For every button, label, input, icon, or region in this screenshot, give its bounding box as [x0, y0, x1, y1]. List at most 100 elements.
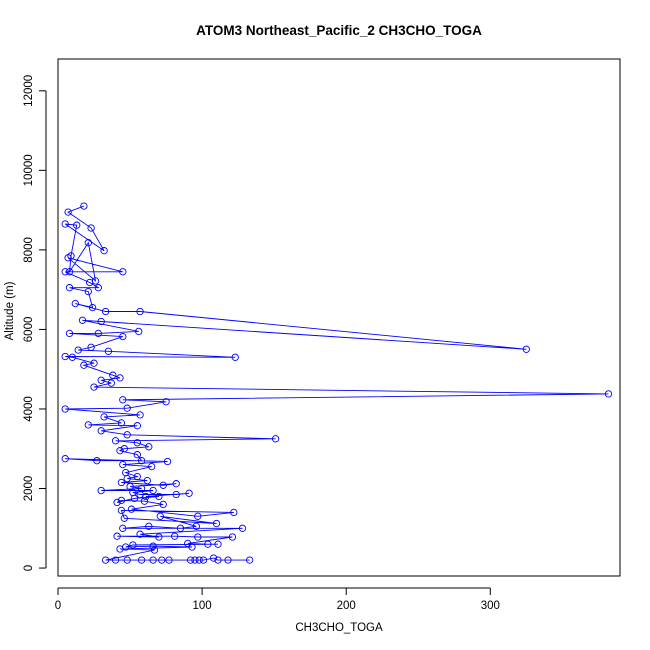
data-point — [116, 447, 124, 455]
plot-frame — [57, 58, 621, 577]
x-axis-label: CH3CHO_TOGA — [295, 622, 383, 634]
data-point — [143, 476, 151, 485]
data-point — [61, 268, 69, 276]
data-point — [80, 361, 88, 369]
data-point — [61, 352, 69, 361]
data-point — [84, 287, 92, 296]
data-point — [148, 462, 156, 471]
data-point — [155, 492, 163, 501]
data-point — [136, 530, 144, 538]
data-point — [204, 540, 212, 548]
data-point — [230, 508, 238, 517]
data-point — [136, 307, 144, 316]
data-point — [65, 284, 74, 292]
data-point — [117, 478, 126, 487]
data-point — [94, 284, 102, 292]
data-point — [101, 307, 110, 316]
data-point — [188, 543, 196, 551]
data-point — [271, 435, 280, 443]
data-point — [209, 554, 218, 562]
data-point — [68, 353, 77, 361]
data-point — [100, 247, 108, 255]
x-tick-label: 300 — [481, 600, 500, 612]
data-point — [97, 317, 105, 326]
data-point — [119, 332, 127, 341]
data-point — [61, 405, 69, 413]
y-tick-label: 12000 — [23, 75, 35, 107]
data-point — [71, 299, 79, 308]
y-axis-label: Altitude (m) — [4, 281, 16, 340]
data-point — [127, 505, 136, 513]
data-point — [194, 533, 202, 541]
data-point — [61, 220, 69, 228]
data-point — [120, 514, 128, 522]
data-point — [522, 345, 530, 353]
data-point — [194, 512, 202, 520]
data-point — [149, 556, 157, 564]
data-point — [246, 556, 254, 564]
data-point — [214, 556, 222, 564]
data-point — [228, 533, 237, 541]
data-point — [165, 556, 173, 564]
data-point — [120, 445, 128, 453]
data-point — [145, 522, 153, 530]
data-point — [145, 443, 153, 451]
x-tick-label: 100 — [193, 600, 212, 612]
data-point — [87, 343, 95, 351]
data-point — [172, 480, 180, 488]
data-point — [104, 347, 113, 355]
data-point — [119, 524, 127, 532]
data-point — [116, 374, 124, 382]
data-point — [130, 494, 139, 503]
data-point — [74, 346, 82, 354]
data-point — [159, 481, 167, 489]
data-point — [84, 239, 92, 247]
data-point — [238, 524, 247, 532]
data-point — [150, 546, 159, 554]
data-point — [172, 490, 180, 499]
chart-title: ATOM3 Northeast_Pacific_2 CH3CHO_TOGA — [196, 23, 482, 38]
data-point — [116, 545, 124, 553]
data-point — [123, 474, 131, 483]
data-point — [155, 533, 163, 541]
data-point — [142, 492, 150, 501]
data-point — [123, 404, 131, 412]
data-point — [86, 278, 94, 287]
data-point — [90, 383, 98, 391]
data-point — [111, 437, 120, 445]
data-point — [65, 329, 74, 338]
data-point — [100, 413, 108, 421]
data-point — [214, 540, 222, 548]
data-point — [129, 541, 137, 549]
data-point — [64, 254, 72, 262]
data-point — [97, 427, 105, 435]
data-point — [61, 455, 69, 463]
data-point — [184, 539, 192, 548]
data-point — [135, 327, 143, 336]
plot-area: 0 100 200 300 0 2000 4000 6000 8000 10000 12000 — [23, 58, 621, 612]
data-point — [90, 359, 98, 367]
data-point — [119, 396, 127, 404]
data-point — [159, 500, 167, 509]
data-point — [171, 532, 179, 540]
data-point — [64, 208, 72, 216]
data-point — [224, 556, 232, 564]
data-point — [87, 224, 95, 232]
data-point — [107, 379, 115, 387]
data-point — [133, 439, 141, 447]
data-point — [119, 460, 127, 469]
data-point — [149, 486, 157, 495]
data-point — [65, 268, 74, 276]
data-point — [123, 556, 131, 564]
data-point — [113, 532, 121, 540]
data-point — [97, 486, 105, 495]
data-point — [186, 556, 195, 564]
y-tick-label: 0 — [23, 565, 35, 571]
data-point — [604, 390, 613, 398]
y-tick-label: 2000 — [23, 476, 35, 502]
data-point — [191, 556, 199, 564]
data-point — [156, 512, 164, 520]
data-point — [123, 431, 131, 439]
